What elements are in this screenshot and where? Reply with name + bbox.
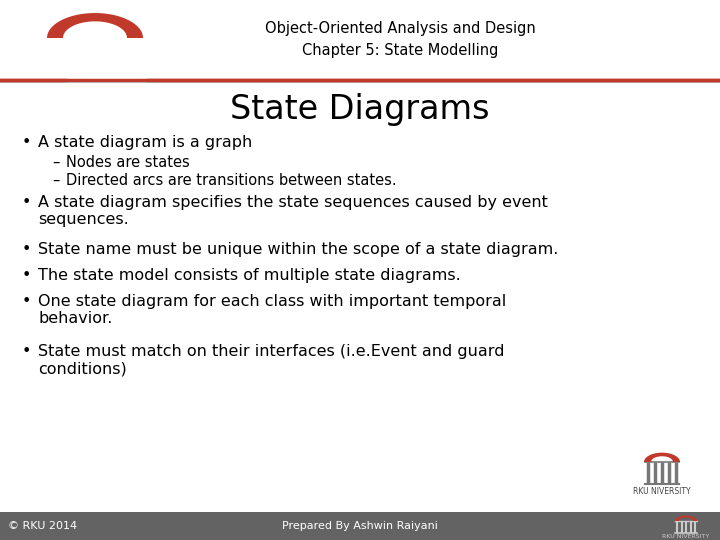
Polygon shape [644, 453, 680, 462]
Text: •: • [22, 268, 32, 283]
Text: State Diagrams: State Diagrams [230, 93, 490, 126]
Text: © RKU 2014: © RKU 2014 [8, 521, 77, 531]
Text: State must match on their interfaces (i.e.Event and guard
conditions): State must match on their interfaces (i.… [38, 344, 505, 376]
Text: •: • [22, 135, 32, 150]
Text: A state diagram is a graph: A state diagram is a graph [38, 135, 252, 150]
Text: Chapter 5: State Modelling: Chapter 5: State Modelling [302, 43, 498, 57]
Text: –: – [52, 173, 59, 188]
Bar [0, 512, 720, 540]
Polygon shape [47, 13, 143, 38]
Text: Directed arcs are transitions between states.: Directed arcs are transitions between st… [66, 173, 397, 188]
Text: RKU NIVERSITY: RKU NIVERSITY [662, 535, 710, 539]
Text: Object-Oriented Analysis and Design: Object-Oriented Analysis and Design [265, 21, 536, 36]
Text: •: • [22, 195, 32, 210]
Text: A state diagram specifies the state sequences caused by event
sequences.: A state diagram specifies the state sequ… [38, 195, 548, 227]
Text: –: – [52, 155, 59, 170]
Text: Nodes are states: Nodes are states [66, 155, 190, 170]
Text: RKU NIVERSITY: RKU NIVERSITY [633, 488, 690, 496]
Text: •: • [22, 242, 32, 257]
Text: State name must be unique within the scope of a state diagram.: State name must be unique within the sco… [38, 242, 559, 257]
Text: •: • [22, 294, 32, 309]
Text: One state diagram for each class with important temporal
behavior.: One state diagram for each class with im… [38, 294, 506, 326]
Text: Prepared By Ashwin Raiyani: Prepared By Ashwin Raiyani [282, 521, 438, 531]
Text: •: • [22, 344, 32, 359]
Text: The state model consists of multiple state diagrams.: The state model consists of multiple sta… [38, 268, 461, 283]
Polygon shape [675, 516, 697, 521]
